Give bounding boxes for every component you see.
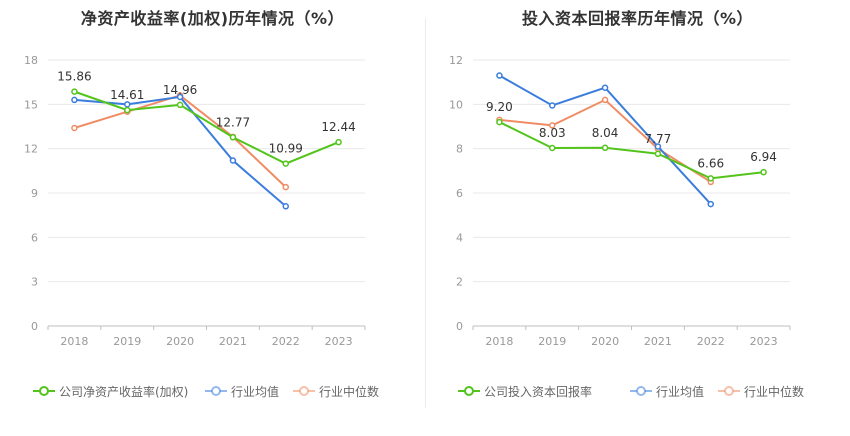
legend-item[interactable]: 行业均值 [205,381,279,401]
series-line [498,74,712,205]
x-tick-label: 2023 [750,335,778,348]
data-label: 10.99 [269,142,303,156]
y-tick-label: 12 [449,54,463,67]
data-point[interactable] [760,168,767,176]
data-point[interactable] [707,200,714,208]
data-label: 6.66 [697,156,724,170]
legend-item[interactable]: 公司净资产收益率(加权) [33,381,188,401]
series-line [74,95,287,208]
panel-divider [425,18,426,408]
legend-swatch-icon [718,386,740,396]
x-tick-label: 2018 [485,335,513,348]
data-point[interactable] [654,150,662,158]
data-point[interactable] [549,102,556,109]
legend-item[interactable]: 行业中位数 [293,381,379,401]
series-line [498,121,764,180]
data-label: 14.61 [110,88,144,102]
x-tick-label: 2019 [113,335,141,348]
y-tick-label: 2 [456,276,463,289]
y-tick-label: 4 [456,231,463,244]
data-point[interactable] [124,101,131,108]
data-label: 7.77 [645,132,672,146]
x-tick-label: 2022 [272,335,300,348]
data-point[interactable] [601,96,609,104]
y-tick-label: 9 [31,187,38,200]
legend-item[interactable]: 行业中位数 [718,381,804,401]
data-point[interactable] [335,138,342,146]
data-label: 8.03 [539,126,566,140]
x-tick-label: 2020 [166,335,194,348]
legend-item[interactable]: 公司投入资本回报率 [458,381,592,401]
y-tick-label: 3 [31,276,38,289]
data-point[interactable] [124,106,131,114]
y-tick-label: 8 [456,143,463,156]
x-tick-label: 2022 [697,335,725,348]
data-label: 12.77 [216,115,250,129]
data-point[interactable] [176,93,184,101]
roe-line-chart: 0 3 6 9 12 15 18 2018 2019 2020 2021 2022 2023 15.86 1… [24,54,366,348]
x-tick-label: 2021 [219,335,247,348]
data-point[interactable] [654,143,662,150]
legend-swatch-icon [293,386,315,396]
chart-title: 投入资本回报率历年情况（%） [521,9,754,28]
y-tick-label: 6 [31,231,38,244]
data-point[interactable] [176,101,184,109]
legend-swatch-icon [630,386,652,396]
data-point[interactable] [71,124,78,132]
data-label: 15.86 [57,70,91,84]
chart-legend: 公司净资产收益率(加权) 行业均值 行业中位数 [0,381,425,401]
data-label: 6.94 [750,150,777,164]
data-point[interactable] [71,96,78,104]
series-line [74,90,339,165]
y-tick-label: 0 [456,320,463,333]
legend-item[interactable]: 行业均值 [630,381,704,401]
series-line [74,94,287,188]
legend-label: 公司净资产收益率(加权) [59,384,189,399]
legend-swatch-icon [33,386,55,396]
data-label: 9.20 [486,100,513,114]
legend-label: 行业均值 [231,384,280,399]
y-tick-label: 6 [456,187,463,200]
data-label: 14.96 [163,83,197,97]
data-point[interactable] [282,203,289,210]
roic-line-chart: 0 2 4 6 8 10 12 2018 2019 2020 2021 2022 2023 9.20 8.0… [449,54,791,348]
chart-title: 净资产收益率(加权)历年情况（%） [80,9,345,28]
data-point[interactable] [229,157,237,164]
chart-legend: 公司投入资本回报率 行业均值 行业中位数 [425,381,850,401]
y-tick-label: 12 [24,143,38,156]
y-tick-label: 15 [24,98,38,111]
y-tick-label: 0 [31,320,38,333]
x-tick-label: 2019 [538,335,566,348]
legend-swatch-icon [205,386,227,396]
roe-chart-panel: 净资产收益率(加权)历年情况（%） 0 3 6 9 12 15 18 2018 2019 2020… [0,9,425,401]
data-point[interactable] [549,144,556,152]
roic-chart-panel: 投入资本回报率历年情况（%） 0 2 4 6 8 10 12 2018 2019 2020 2021… [425,0,850,436]
data-point[interactable] [601,144,609,152]
data-point[interactable] [549,122,556,129]
x-tick-label: 2021 [644,335,672,348]
data-label: 8.04 [592,126,619,140]
legend-label: 行业中位数 [744,384,805,399]
legend-swatch-icon [458,386,480,396]
x-tick-label: 2023 [325,335,353,348]
x-tick-label: 2018 [60,335,88,348]
data-point[interactable] [229,134,237,141]
data-point[interactable] [601,84,609,91]
y-tick-label: 10 [449,98,463,111]
data-point[interactable] [71,88,78,95]
data-point[interactable] [282,160,289,167]
legend-label: 行业中位数 [319,384,380,399]
data-point[interactable] [496,118,503,126]
x-tick-label: 2020 [591,335,619,348]
legend-label: 公司投入资本回报率 [484,384,593,399]
data-label: 12.44 [321,120,355,134]
y-tick-label: 18 [24,54,38,67]
data-point[interactable] [707,175,714,182]
legend-label: 行业均值 [656,384,705,399]
data-point[interactable] [496,72,503,79]
data-point[interactable] [282,183,289,191]
